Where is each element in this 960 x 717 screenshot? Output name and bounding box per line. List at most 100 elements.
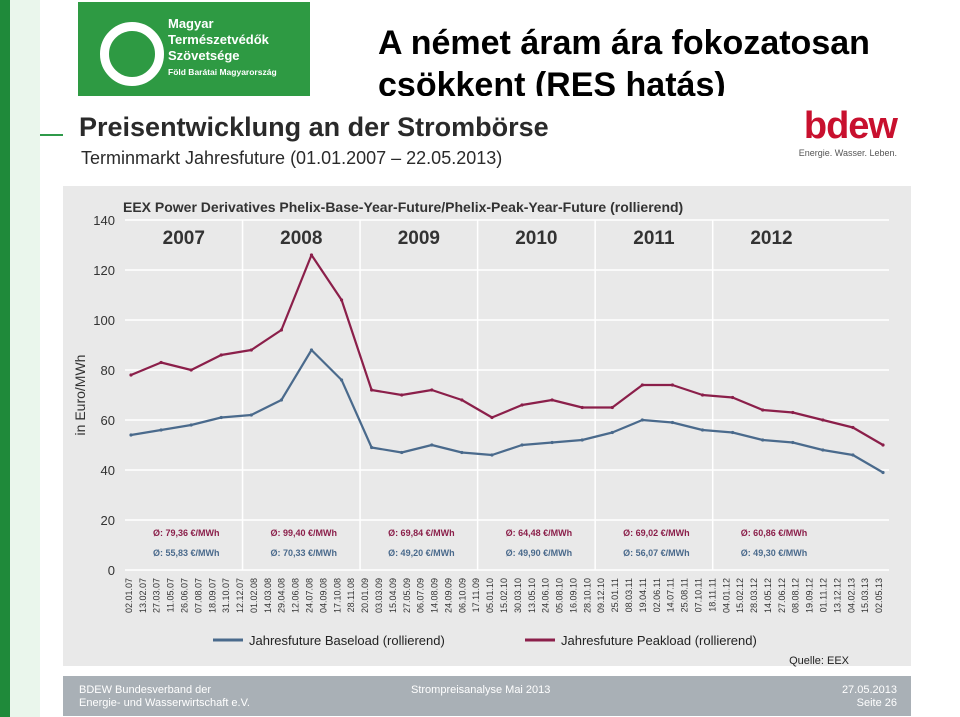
- peakload-point: [761, 408, 765, 412]
- x-tick-label: 24.09.09: [443, 578, 453, 613]
- base-average-label: Ø: 49,30 €/MWh: [741, 548, 808, 558]
- chart-title: EEX Power Derivatives Phelix-Base-Year-F…: [123, 199, 683, 215]
- peakload-point: [219, 353, 223, 357]
- image-subtitle: Terminmarkt Jahresfuture (01.01.2007 – 2…: [81, 148, 503, 168]
- org-logo: Magyar Természetvédők Szövetsége Föld Ba…: [78, 2, 310, 96]
- peak-average-label: Ø: 79,36 €/MWh: [153, 528, 220, 538]
- peakload-point: [279, 328, 283, 332]
- peakload-point: [791, 410, 795, 415]
- x-tick-label: 14.08.09: [430, 578, 440, 613]
- baseload-line: [130, 348, 884, 474]
- baseload-point: [851, 453, 855, 457]
- x-tick-label: 25.01.11: [610, 578, 620, 612]
- footer: BDEW Bundesverband der Energie- und Wass…: [63, 676, 911, 716]
- baseload-point: [189, 423, 193, 427]
- peak-average-label: Ø: 60,86 €/MWh: [741, 528, 808, 538]
- y-tick-label: 140: [93, 213, 115, 228]
- base-average-label: Ø: 55,83 €/MWh: [153, 548, 220, 558]
- x-tick-label: 29.04.08: [277, 578, 287, 613]
- x-tick-label: 19.09.12: [805, 578, 815, 613]
- org-logo-tagline: Föld Barátai Magyarország: [168, 67, 277, 77]
- peak-average-label: Ø: 69,02 €/MWh: [623, 528, 690, 538]
- x-tick-label: 14.03.08: [263, 578, 273, 613]
- x-tick-label: 01.11.12: [818, 578, 828, 612]
- peakload-point: [460, 398, 464, 402]
- x-tick-label: 14.07.11: [666, 578, 676, 612]
- base-average-label: Ø: 49,90 €/MWh: [506, 548, 573, 558]
- x-tick-label: 17.11.09: [471, 578, 481, 612]
- y-tick-label: 120: [93, 263, 115, 278]
- x-tick-label: 04.02.13: [846, 578, 856, 613]
- legend-label-baseload: Jahresfuture Baseload (rollierend): [249, 633, 445, 648]
- source-label: Quelle: EEX: [789, 655, 850, 667]
- peak-average-label: Ø: 69,84 €/MWh: [388, 528, 455, 538]
- chart-image: Preisentwicklung an der Strombörse Termi…: [63, 96, 911, 716]
- baseload-point: [700, 428, 705, 432]
- x-tick-label: 02.01.07: [124, 578, 134, 613]
- peakload-point: [670, 383, 675, 387]
- peakload-line: [130, 253, 884, 446]
- x-tick-label: 28.11.08: [346, 578, 356, 612]
- baseload-point: [821, 448, 825, 452]
- x-tick-label: 08.03.11: [624, 578, 634, 612]
- bdew-logo: bdew Energie. Wasser. Leben.: [798, 104, 898, 158]
- peakload-point: [640, 383, 644, 387]
- y-tick-label: 40: [101, 463, 115, 478]
- x-tick-label: 24.07.08: [305, 578, 315, 613]
- baseload-point: [400, 450, 404, 455]
- x-tick-label: 24.06.10: [541, 578, 551, 613]
- x-tick-label: 25.08.11: [680, 578, 690, 612]
- plot-background: [63, 186, 911, 666]
- y-tick-label: 20: [101, 513, 115, 528]
- year-label: 2010: [515, 228, 557, 249]
- x-tick-label: 27.05.09: [402, 578, 412, 613]
- bdew-tagline: Energie. Wasser. Leben.: [798, 148, 897, 158]
- peakload-point: [400, 393, 404, 397]
- baseload-point: [430, 443, 434, 447]
- peakload-point: [189, 368, 193, 372]
- baseload-point: [881, 470, 885, 475]
- x-tick-label: 12.06.08: [291, 578, 301, 613]
- baseload-point: [580, 438, 584, 442]
- baseload-point: [610, 430, 614, 435]
- peakload-point: [159, 360, 163, 365]
- x-tick-label: 18.11.11: [707, 578, 717, 612]
- baseload-point: [550, 440, 554, 445]
- slide-title: A német áram ára fokozatosan csökkent (R…: [378, 24, 870, 104]
- year-label: 2011: [633, 228, 675, 249]
- footer-org: BDEW Bundesverband der Energie- und Wass…: [79, 684, 250, 709]
- peak-average-label: Ø: 64,48 €/MWh: [506, 528, 573, 538]
- baseload-point: [129, 433, 133, 437]
- x-tick-label: 01.02.08: [249, 578, 259, 613]
- peakload-point: [309, 253, 314, 257]
- peakload-point: [490, 415, 494, 420]
- x-tick-label: 11.05.07: [166, 578, 176, 612]
- x-tick-label: 27.03.07: [152, 578, 162, 613]
- x-tick-label: 16.09.10: [568, 578, 578, 613]
- x-tick-label: 15.02.10: [499, 578, 509, 613]
- peakload-point: [370, 388, 374, 392]
- x-tick-label: 18.09.07: [207, 578, 217, 613]
- x-tick-label: 02.06.11: [652, 578, 662, 612]
- x-tick-label: 20.01.09: [360, 578, 370, 613]
- x-tick-label: 06.07.09: [416, 578, 426, 613]
- baseload-point: [670, 420, 675, 425]
- x-tick-label: 19.04.11: [638, 578, 648, 612]
- peakload-point: [249, 348, 253, 352]
- y-tick-label: 0: [108, 563, 115, 578]
- base-average-label: Ø: 56,07 €/MWh: [623, 548, 690, 558]
- footer-date-page: 27.05.2013 Seite 26: [841, 684, 897, 709]
- baseload-point: [309, 348, 314, 352]
- baseload-point: [761, 438, 765, 442]
- year-label: 2012: [750, 228, 792, 249]
- baseload-point: [490, 453, 494, 457]
- y-tick-label: 80: [101, 363, 115, 378]
- x-tick-label: 27.06.12: [777, 578, 787, 613]
- legend-label-peakload: Jahresfuture Peakload (rollierend): [561, 633, 757, 648]
- x-tick-label: 13.05.10: [527, 578, 537, 613]
- base-average-label: Ø: 70,33 €/MWh: [271, 548, 338, 558]
- baseload-point: [249, 413, 253, 417]
- peakload-point: [580, 405, 584, 410]
- peakload-point: [881, 443, 885, 447]
- x-tick-label: 02.05.13: [874, 578, 884, 613]
